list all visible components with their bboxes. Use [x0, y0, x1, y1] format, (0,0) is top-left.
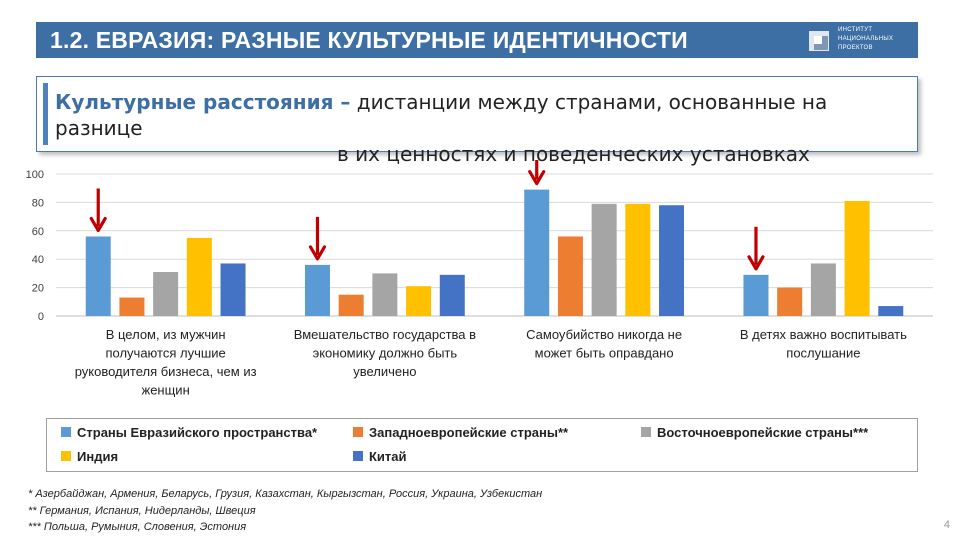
category-label: Самоубийство никогда не может быть оправд… [526, 327, 682, 361]
y-tick-label: 0 [38, 311, 44, 323]
bar [777, 287, 803, 316]
category-label: В целом, из мужчин получаются лучшие руков… [75, 327, 257, 398]
arrow-head [89, 216, 107, 233]
y-tick-label: 60 [32, 226, 44, 238]
page-number: 4 [943, 519, 950, 531]
down-arrow-icon [528, 160, 546, 186]
annotation-arrows [89, 160, 765, 271]
y-tick-label: 20 [32, 283, 44, 295]
category-label-line: увеличено [353, 364, 416, 379]
bar [439, 274, 465, 316]
bar [844, 200, 870, 316]
bar [119, 297, 145, 316]
legend-swatch [61, 451, 71, 461]
definition-text: Культурные расстояния – дистанции между … [55, 89, 915, 167]
category-label-line: женщин [142, 383, 190, 398]
bar [153, 271, 179, 316]
bar-chart: 0 20 40 60 80 100 В целом, из мужчин получаютс… [26, 160, 933, 398]
bars [85, 189, 904, 316]
footnote: *** Польша, Румыния, Словения, Эстония [28, 521, 247, 533]
bar [85, 236, 111, 316]
category-label-line: экономику должно быть [313, 346, 458, 361]
definition-line-1: Культурные расстояния – дистанции между … [55, 89, 915, 141]
accent-bar [43, 83, 48, 145]
bar [406, 286, 432, 316]
category-label: В детях важно воспитывать послушание [740, 327, 907, 361]
category-label-line: В детях важно воспитывать [740, 327, 907, 342]
bar [186, 237, 212, 316]
definition-term: Культурные расстояния – [55, 90, 351, 114]
footnote: * Азербайджан, Армения, Беларусь, Грузия… [28, 488, 543, 500]
down-arrow-icon [308, 216, 327, 261]
y-axis-ticks: 0 20 40 60 80 100 [26, 169, 44, 323]
bar [338, 294, 364, 316]
legend-item: Китай [353, 449, 407, 464]
legend-label: Западноевропейские страны** [369, 425, 569, 440]
y-tick-label: 40 [32, 254, 44, 266]
logo-line: ПРОЕКТОВ [838, 45, 873, 51]
legend-item: Страны Евразийского пространства* [61, 425, 317, 440]
category-label-line: В целом, из мужчин [106, 327, 226, 342]
legend-item: Индия [61, 449, 118, 464]
logo-line: НАЦИОНАЛЬНЫХ [838, 36, 894, 42]
y-tick-label: 100 [26, 169, 44, 181]
bar [372, 273, 398, 316]
bar [810, 263, 836, 316]
category-label-line: послушание [786, 346, 860, 361]
bar [524, 189, 550, 316]
logo-cube-icon [809, 31, 829, 51]
down-arrow-icon [747, 226, 765, 271]
definition-rest: дистанции между странами, основанные на … [55, 90, 828, 140]
logo-text: ИНСТИТУТ НАЦИОНАЛЬНЫХ ПРОЕКТОВ [838, 26, 893, 53]
institute-logo: ИНСТИТУТ НАЦИОНАЛЬНЫХ ПРОЕКТОВ [808, 25, 912, 55]
x-axis-labels: В целом, из мужчин получаются лучшие руков… [75, 327, 907, 398]
bar [625, 203, 651, 316]
definition-box: Культурные расстояния – дистанции между … [36, 76, 918, 166]
y-tick-label: 80 [32, 197, 44, 209]
footnotes: * Азербайджан, Армения, Беларусь, Грузия… [28, 486, 542, 536]
logo-line: ИНСТИТУТ [838, 27, 873, 33]
legend-swatch [353, 427, 363, 437]
bar [304, 264, 330, 316]
arrow-head [747, 255, 765, 271]
title-banner: 1.2. ЕВРАЗИЯ: РАЗНЫЕ КУЛЬТУРНЫЕ ИДЕНТИЧН… [36, 22, 918, 58]
page-title: 1.2. ЕВРАЗИЯ: РАЗНЫЕ КУЛЬТУРНЫЕ ИДЕНТИЧН… [50, 27, 688, 53]
legend-swatch [61, 427, 71, 437]
category-label: Вмешательство государства в экономику дол… [294, 327, 476, 379]
category-label-line: руководителя бизнеса, чем из [75, 364, 257, 379]
legend-label: Восточноевропейские страны*** [657, 425, 869, 440]
chart-legend: Страны Евразийского пространства* Западно… [46, 418, 918, 472]
bar [743, 274, 769, 316]
arrow-head [308, 245, 327, 261]
legend-label: Китай [369, 449, 407, 464]
legend-swatch [641, 427, 651, 437]
definition-line-2: в их ценностях и поведенческих установка… [337, 142, 810, 166]
category-label-line: Вмешательство государства в [294, 327, 476, 342]
category-label-line: получаются лучшие [105, 346, 225, 361]
bar [878, 306, 904, 316]
bar [220, 263, 246, 316]
bar [557, 236, 583, 316]
category-label-line: Самоубийство никогда не [526, 327, 682, 342]
legend-label: Страны Евразийского пространства* [77, 425, 318, 440]
legend-label: Индия [77, 449, 119, 464]
category-label-line: может быть оправдано [535, 346, 674, 361]
arrow-head [528, 170, 546, 186]
down-arrow-icon [89, 188, 107, 233]
legend-item: Восточноевропейские страны*** [641, 425, 868, 440]
legend-item: Западноевропейские страны** [353, 425, 568, 440]
legend-swatch [353, 451, 363, 461]
footnote: ** Германия, Испания, Нидерланды, Швеция [28, 504, 256, 517]
bar [659, 205, 685, 316]
bar [591, 203, 617, 316]
